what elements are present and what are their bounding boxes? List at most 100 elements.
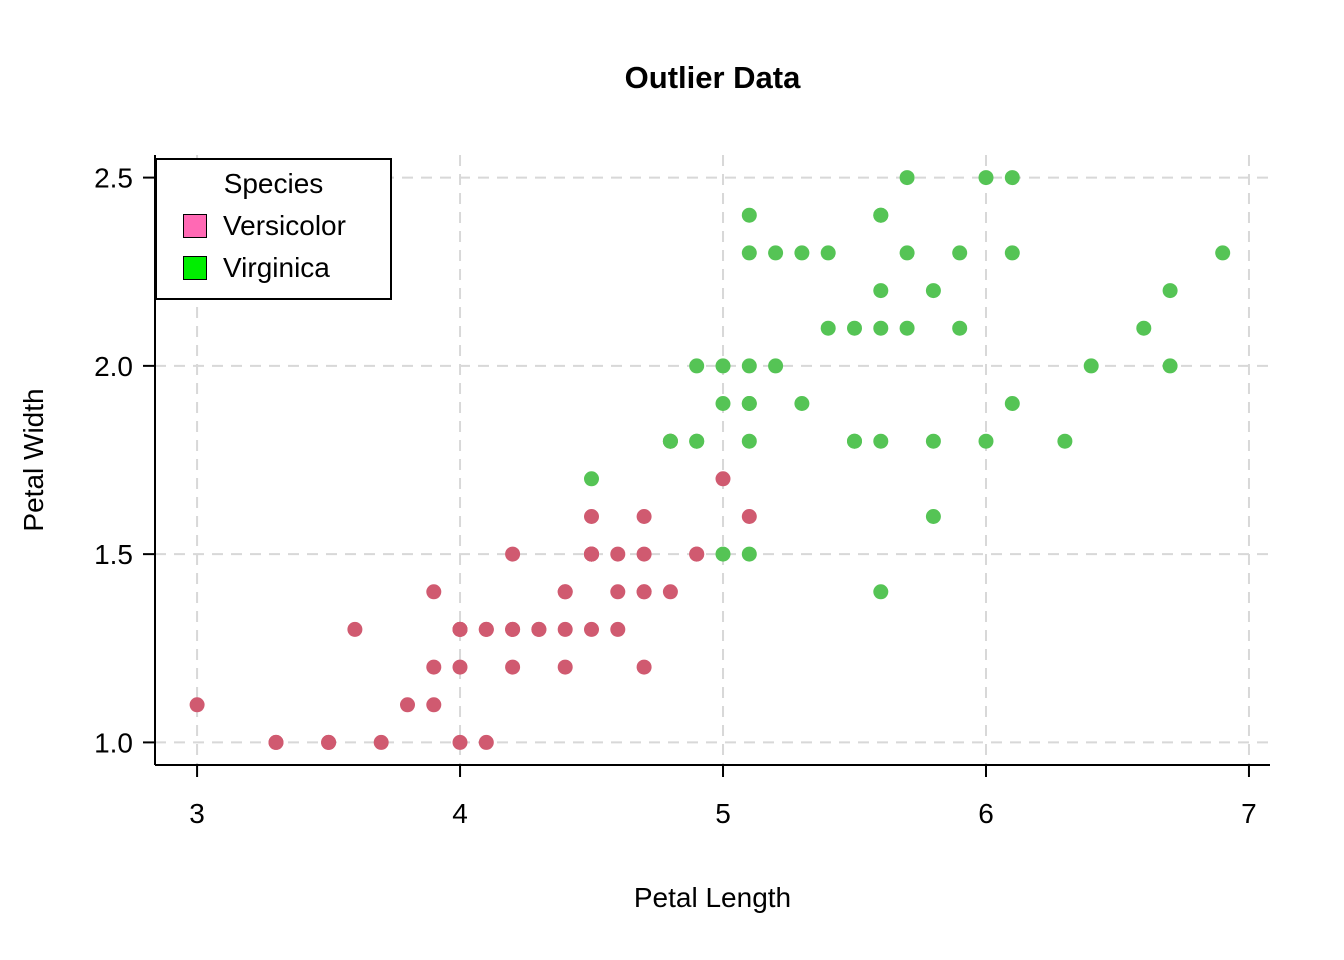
data-point [584,546,599,562]
data-point [452,659,468,675]
data-point [820,245,836,261]
data-point [741,433,757,449]
data-point [794,396,810,411]
data-point [768,245,784,261]
data-point [505,546,521,562]
data-point [952,245,968,261]
data-point [584,471,599,487]
data-point [584,509,599,524]
data-point [689,546,705,562]
series-virginica [584,170,1231,600]
legend-swatch-versicolor [183,214,207,238]
x-axis-title: Petal Length [633,882,792,913]
data-point [373,734,389,750]
x-axis-ticks: 3 4 5 6 7 [189,765,1257,829]
legend-swatch-virginica [183,256,207,280]
data-point [899,320,915,336]
data-point [689,358,705,374]
data-point [557,621,573,637]
data-point [899,245,915,261]
data-point [715,546,731,562]
data-point [1215,245,1231,261]
data-point [662,584,678,600]
data-point [1004,245,1020,261]
data-point [610,546,626,562]
data-point [741,396,757,411]
data-point [452,621,468,637]
data-point [636,584,652,600]
x-tick-label: 6 [978,798,994,829]
data-point [1162,358,1178,374]
data-point [1083,358,1099,374]
series-versicolor [189,433,757,750]
x-tick-label: 4 [452,798,468,829]
y-tick-label: 2.0 [94,351,133,382]
data-point [741,358,757,374]
data-point [426,697,442,713]
data-point [636,546,652,562]
data-point [715,358,731,374]
data-point [741,245,757,261]
data-point [925,283,941,299]
data-point [478,734,494,750]
data-point [584,621,599,637]
data-point [689,433,705,449]
data-point [662,433,678,449]
y-axis-title: Petal Width [18,388,49,532]
data-point [741,546,757,562]
data-point [189,697,205,713]
data-point [768,358,784,374]
data-point [610,584,626,600]
y-tick-label: 2.5 [94,163,133,194]
y-tick-label: 1.5 [94,539,133,570]
data-point [952,320,968,336]
data-point [741,207,757,223]
data-point [820,320,836,336]
data-point [557,659,573,675]
data-point [505,659,521,675]
legend-items: Versicolor Virginica [157,210,390,284]
x-tick-label: 7 [1241,798,1257,829]
legend-label: Virginica [223,252,330,283]
data-point [478,621,494,637]
data-point [1004,396,1020,411]
data-point [873,283,889,299]
data-point [925,509,941,524]
data-point [715,396,731,411]
x-tick-label: 5 [715,798,731,829]
data-point [505,621,521,637]
data-point [899,170,915,186]
data-point [715,471,731,487]
y-tick-label: 1.0 [94,727,133,758]
data-point [1162,283,1178,299]
legend-item-versicolor: Versicolor [183,210,390,242]
data-point [636,509,652,524]
data-point [531,621,547,637]
data-point [636,659,652,675]
legend-item-virginica: Virginica [183,252,390,284]
data-point [1004,170,1020,186]
data-point [847,433,862,449]
data-point [873,433,889,449]
data-point [347,621,363,637]
data-point [557,584,573,600]
data-point [1057,433,1073,449]
legend: Species Versicolor Virginica [155,158,392,300]
data-point [400,697,415,713]
data-point [452,734,468,750]
data-point [268,734,284,750]
y-axis-ticks: 1.0 1.5 2.0 2.5 [94,163,155,758]
data-point [873,320,889,336]
data-point [741,509,757,524]
legend-label: Versicolor [223,210,346,241]
data-point [426,584,442,600]
x-tick-label: 3 [189,798,205,829]
data-point [978,170,994,186]
data-point [610,621,626,637]
legend-title: Species [223,168,324,199]
data-point [925,433,941,449]
data-point [978,433,994,449]
data-point [426,659,442,675]
